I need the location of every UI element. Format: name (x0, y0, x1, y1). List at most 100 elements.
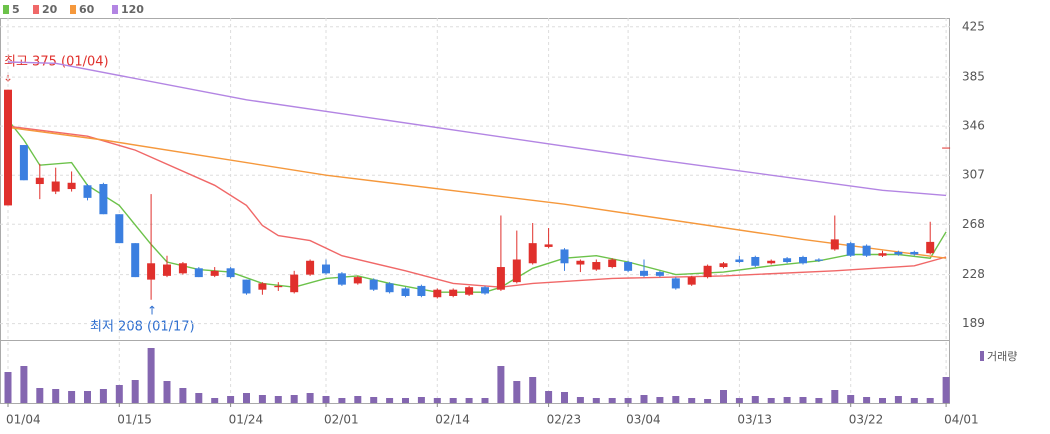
volume-bar (799, 397, 807, 403)
volume-bar (306, 393, 314, 403)
candle-body (417, 285, 426, 296)
candle-body (51, 181, 60, 192)
candle-body (544, 244, 553, 247)
volume-bar (465, 398, 473, 403)
volume-bar (4, 372, 12, 403)
candle-body (624, 262, 633, 271)
candle-body (512, 259, 521, 283)
volume-bar (68, 391, 76, 403)
candle-body (19, 145, 28, 181)
candle-body (322, 264, 330, 274)
candle-body (560, 249, 569, 264)
annotation-low: 최저 208 (01/17) (90, 320, 195, 335)
candle-body (751, 256, 760, 266)
volume-bar (338, 398, 346, 403)
volume-bar (211, 398, 219, 403)
candle-body (67, 182, 76, 190)
volume-bar (863, 397, 871, 403)
candle-body (385, 283, 394, 293)
legend-label: 거래량 (987, 350, 1017, 363)
ma-line (7, 126, 947, 259)
volume-bar (386, 398, 394, 403)
volume-bar (84, 391, 91, 403)
candle-body (799, 256, 807, 264)
candle-body (210, 270, 219, 276)
volume-bar (179, 388, 187, 403)
candle-body (735, 259, 744, 263)
candle-body (942, 147, 951, 149)
x-tick-label: 02/23 (547, 413, 582, 427)
legend-swatch (3, 5, 9, 14)
candle-body (147, 263, 156, 280)
candle-body (496, 267, 505, 290)
volume-bar (879, 398, 886, 403)
candle-body (353, 277, 362, 284)
candle-body (783, 258, 792, 263)
volume-bar (370, 397, 378, 403)
volume-bar (561, 392, 568, 403)
volume-bar (672, 396, 680, 403)
volume-bar (417, 397, 425, 403)
candle-body (242, 279, 251, 294)
candle-body (290, 274, 299, 293)
y-tick-label: 425 (962, 19, 985, 33)
volume-bar (147, 348, 155, 403)
candle-body (449, 289, 458, 296)
volume-bar (910, 398, 918, 403)
x-tick-label: 02/14 (435, 413, 470, 427)
candle-body (226, 268, 235, 278)
candle-body (528, 243, 537, 264)
candle-body (465, 287, 474, 295)
candle-body (687, 277, 696, 285)
volume-bar (449, 398, 457, 403)
ma-line (7, 61, 947, 197)
candle-body (671, 278, 680, 289)
x-tick-label: 01/04 (6, 413, 41, 427)
volume-bar (624, 398, 632, 403)
y-tick-label: 189 (962, 316, 985, 330)
x-tick-label: 03/13 (737, 413, 772, 427)
volume-bar (926, 398, 934, 403)
volume-bar (195, 393, 203, 403)
y-tick-label: 228 (962, 267, 985, 281)
candle-body (862, 245, 871, 256)
volume-bar (704, 399, 712, 403)
volume-bar (433, 398, 441, 403)
volume-bar (52, 389, 60, 403)
x-tick-label: 03/22 (849, 413, 884, 427)
legend-swatch (33, 5, 39, 14)
candle-body (703, 265, 712, 278)
volume-bar (227, 396, 235, 403)
y-tick-label: 307 (962, 168, 985, 182)
candle-body (369, 279, 378, 290)
candle-body (814, 259, 823, 261)
ma-line (7, 119, 947, 293)
volume-bar (545, 391, 553, 403)
legend-swatch (70, 5, 76, 14)
volume-bar (815, 398, 823, 403)
candle-body (655, 272, 664, 276)
candle-body (433, 289, 442, 298)
legend-swatch (980, 351, 984, 361)
candle-body (115, 214, 124, 244)
candle-body (640, 270, 648, 276)
volume-bar (99, 389, 107, 403)
volume-bar (322, 396, 330, 403)
x-tick-label: 03/04 (626, 413, 661, 427)
volume-bar (36, 388, 44, 403)
candle-body (926, 241, 935, 254)
volume-bar (243, 393, 250, 403)
volume-bar (274, 396, 282, 403)
volume-bar (576, 397, 584, 403)
volume-bar (592, 398, 600, 403)
arrow: ↑ (147, 304, 157, 318)
x-tick-label: 04/01 (944, 413, 979, 427)
candle-body (592, 262, 601, 270)
candle-body (401, 288, 410, 296)
candle-body (608, 259, 617, 268)
x-tick-label: 02/01 (324, 413, 359, 427)
candle-body (99, 184, 108, 215)
volume-bar (115, 385, 123, 403)
candle-body (481, 287, 489, 294)
